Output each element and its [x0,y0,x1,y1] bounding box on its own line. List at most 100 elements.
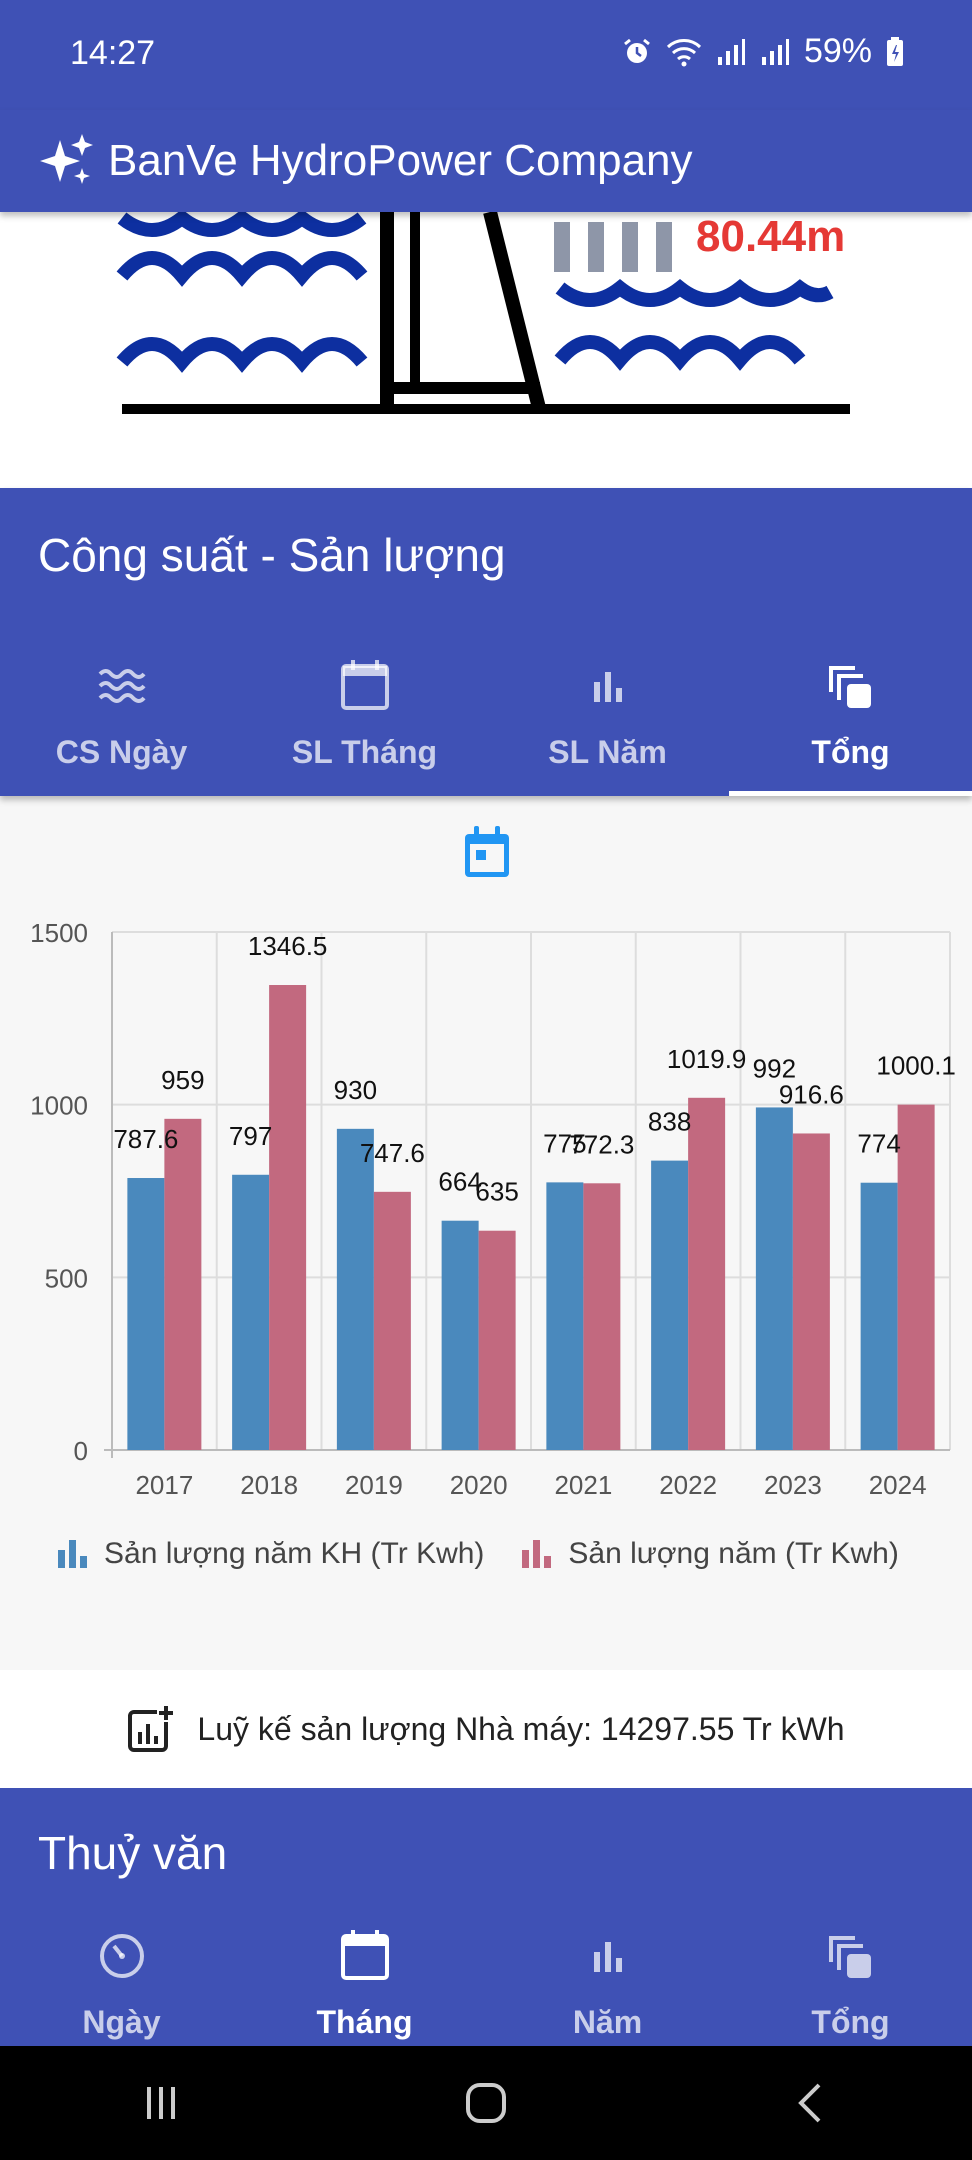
app-bar: BanVe HydroPower Company [0,110,972,212]
bar-chart-icon [522,1540,552,1568]
data-label-actual: 916.6 [779,1079,844,1109]
data-label-actual: 772.3 [569,1129,634,1159]
tab-sl-thang[interactable]: SL Tháng [243,636,486,796]
x-tick-label: 2019 [345,1470,403,1500]
x-tick-label: 2023 [764,1470,822,1500]
water-level: 80.44m [696,212,846,261]
sparkle-icon [40,134,93,184]
tab-label: CS Ngày [55,734,188,770]
tab-tong[interactable]: Tổng [729,636,972,796]
data-label-plan: 838 [648,1107,691,1137]
production-bar-chart: 0 500 1000 1500 2017 2018 2019 2020 2021 2022 2023… [30,918,956,1500]
signal-icon [717,38,745,65]
tab-label: SL Tháng [291,734,438,770]
active-tab-indicator [729,791,972,796]
data-label-actual: 635 [475,1177,518,1207]
status-time: 14:27 [70,34,156,72]
bar-actual [269,985,307,1450]
data-label-actual: 1019.9 [667,1044,747,1074]
hydro-section: Thuỷ văn Ngày Tháng Năm [0,1788,972,2046]
bar-chart-icon [58,1540,87,1568]
calendar-icon [340,1930,389,1980]
data-label-plan: 992 [753,1053,796,1083]
bar-actual [688,1097,726,1450]
gauge-icon [99,1934,144,1978]
tab-label: SL Năm [548,734,667,770]
x-tick-label: 2024 [869,1470,927,1500]
bar-plan [546,1182,584,1450]
cumulative-production: Luỹ kế sản lượng Nhà máy: 14297.55 Tr kW… [0,1670,972,1788]
bar-plan [441,1220,479,1450]
data-label-plan: 775 [543,1128,586,1158]
cumulative-text: Luỹ kế sản lượng Nhà máy: 14297.55 Tr kW… [197,1710,845,1747]
data-label-plan: 797 [229,1121,272,1151]
bar-chart-icon [593,672,622,702]
wifi-icon [666,38,701,66]
data-label-plan: 787.6 [113,1124,178,1154]
bar-plan [755,1107,793,1450]
bar-plan [127,1178,165,1450]
status-bar: 14:27 59% [0,0,972,110]
back-icon[interactable] [791,2081,831,2125]
chart-legend: Sản lượng năm KH (Tr Kwh) Sản lượng năm … [54,1536,933,1572]
y-tick-label: 500 [45,1263,88,1293]
data-label-actual: 1000.1 [876,1051,956,1081]
alarm-icon [624,38,650,63]
tab-label: Ngày [82,2004,161,2040]
data-label-actual: 959 [161,1065,204,1095]
tab-tong-hydro[interactable]: Tổng [729,1906,972,2046]
y-tick-label: 1500 [30,918,88,948]
tab-ngay[interactable]: Ngày [0,1906,243,2046]
power-section: Công suất - Sản lượng CS Ngày SL Tháng [0,488,972,796]
data-label-plan: 930 [334,1075,377,1105]
y-tick-label: 1000 [30,1091,88,1121]
stack-icon [828,1936,871,1978]
bar-plan [232,1174,270,1450]
battery-icon [887,36,903,66]
tab-nam[interactable]: Năm [486,1906,729,2046]
signal-icon-2 [761,38,789,65]
power-tabs: CS Ngày SL Tháng SL Năm Tổng [0,636,972,796]
bar-actual [583,1183,621,1450]
hydro-section-title: Thuỷ văn [38,1827,228,1879]
system-nav-bar [0,2046,972,2160]
chart-panel: 0 500 1000 1500 2017 2018 2019 2020 2021 2022 2023… [0,796,972,1670]
x-tick-label: 2021 [554,1470,612,1500]
data-label-plan: 664 [438,1167,481,1197]
dam-illustration: 80.44m [0,212,972,488]
x-tick-label: 2022 [659,1470,717,1500]
status-icons: 59% [622,32,904,71]
bar-actual [478,1230,516,1450]
tab-label: Năm [572,2004,643,2040]
bar-chart-icon [593,1942,622,1972]
legend-label-plan: Sản lượng năm KH (Tr Kwh) [104,1537,485,1570]
dam-drawing [116,212,850,414]
calendar-picker-icon[interactable] [462,826,512,880]
tab-label: Tháng [316,2004,413,2040]
tab-cs-ngay[interactable]: CS Ngày [0,636,243,796]
battery-percent: 59% [803,32,872,70]
bar-actual [373,1191,411,1450]
data-label-actual: 1346.5 [248,931,328,961]
bar-actual [897,1104,935,1450]
bar-plan [860,1182,898,1450]
stack-icon [828,666,871,708]
waves-icon [98,669,146,703]
bar-plan [651,1160,689,1450]
x-tick-label: 2018 [240,1470,298,1500]
tab-label: Tổng [811,2004,890,2040]
legend-item-actual: Sản lượng năm (Tr Kwh) [518,1536,899,1572]
chart-add-icon [128,1704,176,1752]
bar-plan [336,1128,374,1450]
recent-apps-icon[interactable] [141,2083,181,2123]
tab-sl-nam[interactable]: SL Năm [486,636,729,796]
tab-thang[interactable]: Tháng [243,1906,486,2046]
x-tick-label: 2017 [135,1470,193,1500]
bar-actual [164,1118,202,1450]
home-icon[interactable] [464,2081,508,2125]
legend-label-actual: Sản lượng năm (Tr Kwh) [568,1537,899,1570]
calendar-icon [340,660,389,710]
y-tick-label: 0 [74,1436,88,1466]
bar-actual [792,1133,830,1450]
tab-label: Tổng [811,734,890,770]
